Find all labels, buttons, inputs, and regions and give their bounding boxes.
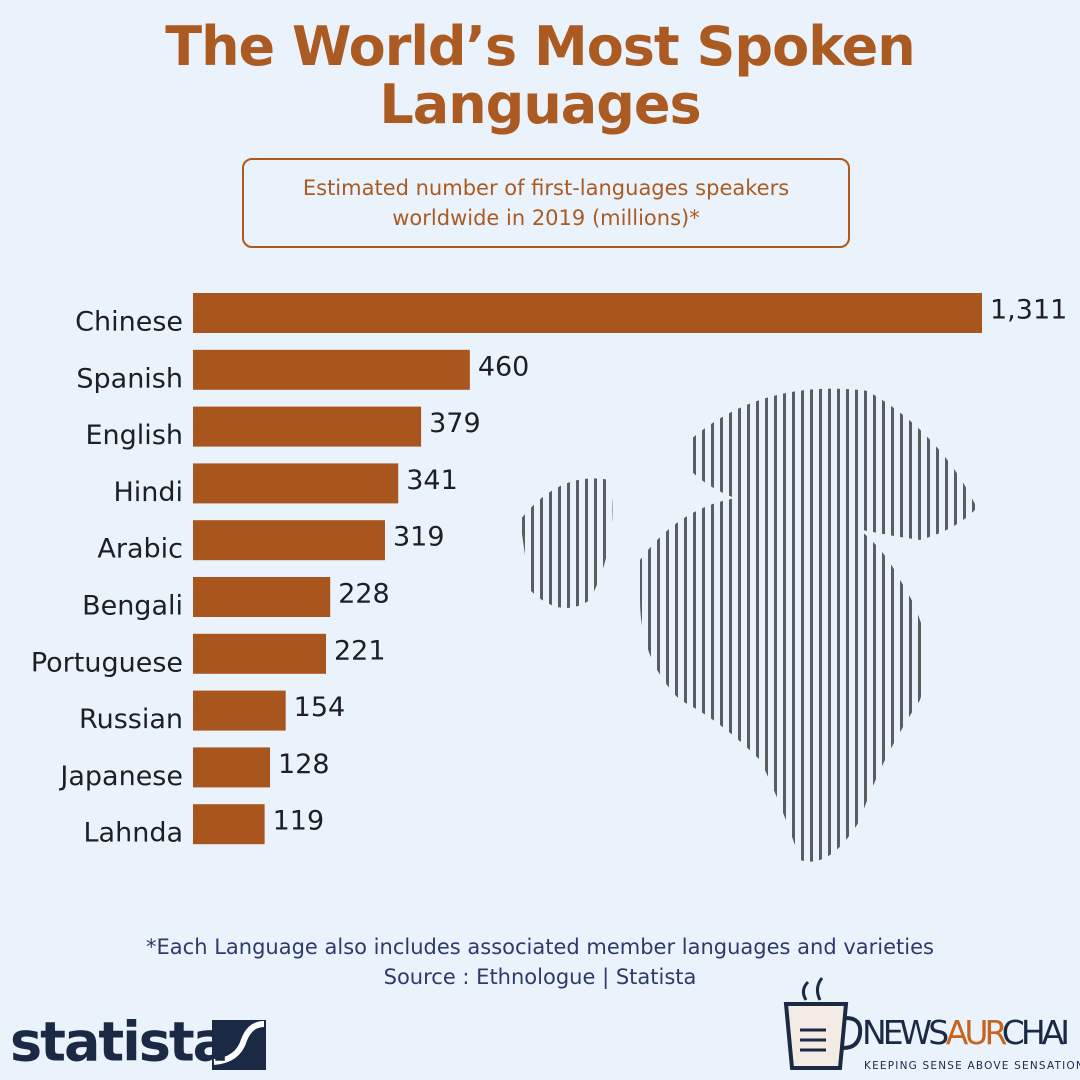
value-label: 319 [393,522,445,553]
bar [193,690,286,731]
chart-title: The World’s Most Spoken Languages [165,15,915,136]
cup-icon [783,977,863,1070]
bar [193,747,271,788]
category-label: Portuguese [31,647,183,678]
newsaurchai-logo: NEWSAURCHAI [862,1013,1070,1052]
value-label: 154 [294,692,346,723]
category-label: Spanish [76,363,183,394]
logo-part: AUR [946,1013,1007,1052]
value-label: 341 [406,465,458,496]
value-label: 119 [273,806,325,837]
value-label: 228 [338,579,390,610]
bar [193,804,265,845]
category-label: Bengali [82,591,183,622]
value-label: 128 [278,749,330,780]
category-label: Chinese [75,307,183,338]
chart-subtitle: Estimated number of first-languages spea… [242,158,850,248]
tagline: KEEPING SENSE ABOVE SENSATION [864,1060,1080,1072]
footnote: *Each Language also includes associated … [146,935,934,959]
statista-logo: statista [10,1011,227,1074]
logo-part: NEWS [862,1013,950,1052]
bar [193,633,327,674]
bar [193,349,470,390]
category-label: Japanese [58,761,183,792]
value-label: 379 [429,408,481,439]
globe-decoration [520,388,1000,862]
category-label: Arabic [97,534,183,565]
source: Source : Ethnologue | Statista [384,965,697,990]
statista-icon [212,1020,266,1070]
category-label: Hindi [113,477,183,508]
category-label: Russian [79,704,183,735]
bar [193,406,422,447]
value-label: 1,311 [990,295,1067,326]
bar [193,520,385,561]
logo-part: CHAI [1002,1013,1070,1052]
category-label: Lahnda [84,818,184,849]
value-label: 221 [334,635,386,666]
value-label: 460 [478,351,530,382]
bar [193,293,982,333]
bar [193,577,331,617]
bar [193,463,399,504]
category-label: English [86,420,184,451]
